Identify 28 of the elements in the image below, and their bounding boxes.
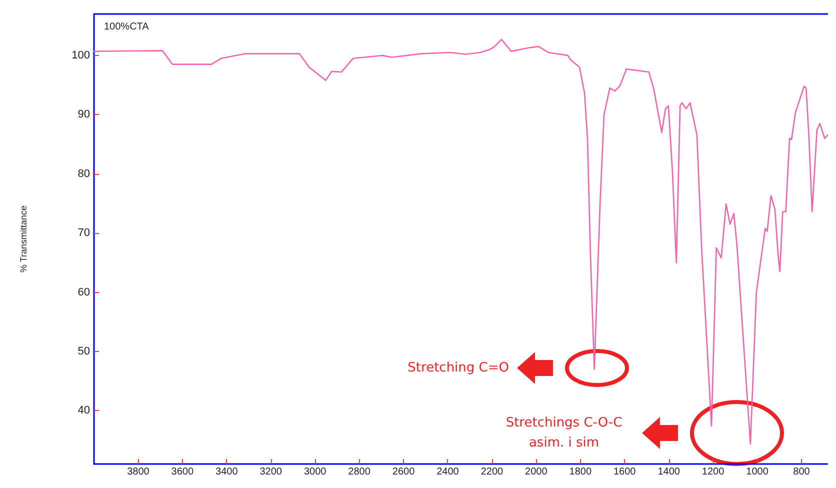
y-tick-label: 90 [78,108,90,121]
annotation: Stretching C=O [408,360,509,376]
x-tick-label: 3800 [127,466,150,478]
x-tick-label: 3400 [216,466,238,478]
x-tick-label: 2400 [436,466,460,478]
x-tick-label: 3200 [260,466,282,478]
x-tick-label: 1000 [746,466,769,478]
y-tick-label: 70 [78,227,90,240]
y-tick-label: 40 [78,404,90,417]
x-tick-label: 2600 [392,466,416,478]
y-tick-label: 50 [78,346,90,358]
x-tick-label: 3600 [171,466,194,478]
x-tick-label: 1600 [613,466,636,478]
y-tick-label: 80 [78,168,90,180]
y-axis-title: % Transmittance [18,205,28,273]
x-tick-label: 3000 [304,466,327,478]
annotation: 100%CTA [104,22,150,32]
x-tick-label: 2800 [348,466,371,478]
x-tick-label: 2200 [480,466,504,478]
x-tick-label: 2000 [525,466,548,478]
x-tick-label: 1800 [569,466,592,478]
x-tick-label: 1400 [658,466,680,478]
x-tick-label: 800 [793,466,810,478]
annotation: Stretchings C-O-C asim. i sim [506,416,622,450]
line-series [93,38,828,445]
x-tick-label: 1200 [702,466,725,478]
y-tick-label: 60 [78,286,90,298]
y-tick-label: 100 [72,49,90,62]
